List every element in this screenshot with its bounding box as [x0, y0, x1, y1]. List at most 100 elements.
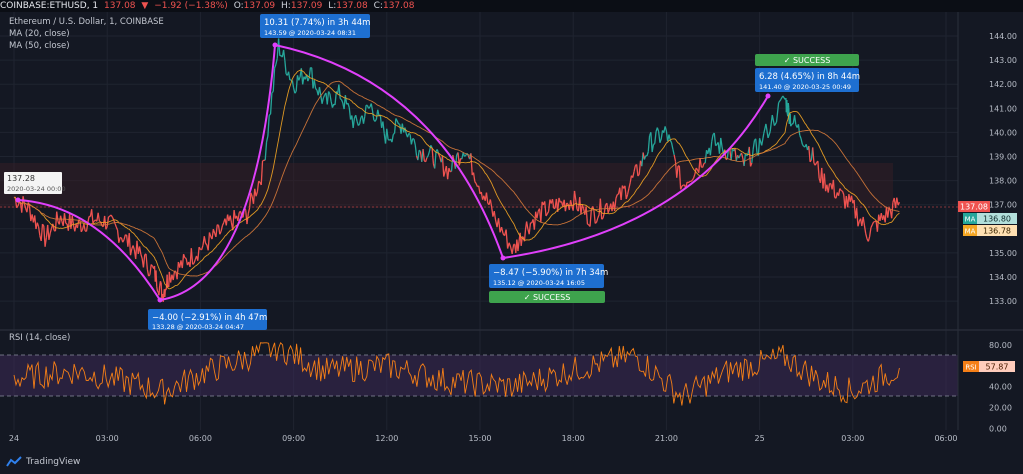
ma1-tag-text: MA	[965, 216, 976, 224]
price-segment	[650, 132, 653, 153]
price-segment	[761, 133, 765, 146]
legend-ma20[interactable]: MA (20, close)	[9, 29, 70, 39]
price-segment	[478, 185, 481, 194]
price-segment	[201, 245, 204, 250]
footer-branding[interactable]: TradingView	[6, 456, 80, 468]
price-segment	[159, 280, 162, 284]
price-segment	[371, 110, 375, 121]
price-segment	[615, 194, 618, 199]
price-segment	[626, 188, 630, 195]
price-segment	[418, 149, 421, 152]
price-segment	[778, 99, 782, 103]
price-segment	[589, 209, 592, 227]
price-segment	[344, 95, 348, 105]
price-segment	[508, 242, 512, 248]
price-segment	[23, 203, 27, 209]
legend-ma50[interactable]: MA (50, close)	[9, 41, 70, 51]
price-segment	[511, 244, 515, 254]
price-segment	[823, 173, 827, 192]
price-segment	[546, 211, 550, 215]
price-segment	[837, 188, 841, 196]
price-tick-4: 137.00	[989, 201, 1017, 210]
price-segment	[678, 165, 682, 190]
price-segment	[275, 58, 278, 65]
price-segment	[158, 285, 161, 296]
price-segment	[624, 185, 627, 200]
price-axis: 133.00134.00135.00136.00137.00138.00139.…	[989, 32, 1017, 306]
price-segment	[581, 204, 585, 209]
price-segment	[427, 150, 431, 156]
price-segment	[358, 117, 362, 125]
symbol-label[interactable]: COINBASE:ETHUSD, 1	[0, 1, 99, 11]
price-segment	[606, 203, 609, 214]
price-segment	[654, 131, 657, 144]
price-segment	[219, 231, 222, 235]
annotation-start-value: 137.28	[7, 174, 35, 183]
price-segment	[93, 219, 96, 222]
price-segment	[307, 77, 310, 82]
price-segment	[150, 264, 154, 267]
price-segment	[221, 222, 225, 226]
time-tick-2: 06:00	[189, 434, 212, 443]
price-segment	[315, 88, 318, 91]
annotation-high[interactable]: 10.31 (7.74%) in 3h 44m 143.59 @ 2020-03…	[260, 14, 370, 38]
annotation-dip-change: −8.47 (−5.90%) in 7h 34m	[493, 268, 608, 278]
price-segment	[414, 144, 418, 156]
time-tick-0: 24	[9, 434, 19, 443]
price-series	[13, 38, 900, 303]
price-segment	[97, 212, 101, 222]
price-segment	[752, 140, 756, 150]
price-segment	[870, 224, 873, 229]
annotation-rally[interactable]: ✓ SUCCESS 6.28 (4.65%) in 8h 44m 141.40 …	[755, 54, 860, 92]
price-segment	[443, 171, 446, 177]
price-segment	[220, 225, 224, 232]
price-segment	[738, 154, 741, 159]
price-segment	[132, 245, 136, 251]
legend-rsi[interactable]: RSI (14, close)	[9, 333, 71, 343]
price-segment	[545, 213, 548, 217]
price-segment	[651, 144, 655, 153]
footer-brand-label: TradingView	[26, 457, 81, 467]
price-segment	[52, 223, 55, 231]
price-segment	[123, 234, 126, 240]
price-segment	[146, 269, 150, 277]
price-segment	[321, 97, 325, 104]
price-segment	[115, 226, 119, 231]
rsi-badge	[979, 361, 1015, 372]
annotation-start[interactable]: 137.28 2020-03-24 00:00	[4, 172, 66, 194]
price-segment	[148, 274, 151, 277]
annotation-dip[interactable]: −8.47 (−5.90%) in 7h 34m 135.12 @ 2020-0…	[489, 264, 608, 303]
legend-title[interactable]: Ethereum / U.S. Dollar, 1, COINBASE	[9, 17, 164, 27]
price-segment	[505, 229, 509, 249]
price-segment	[464, 154, 467, 157]
annotation-dip-success: ✓ SUCCESS	[524, 293, 571, 302]
price-segment	[105, 226, 108, 230]
ma2-tag-text: MA	[965, 228, 976, 236]
price-segment	[544, 201, 547, 217]
price-segment	[832, 179, 836, 198]
price-segment	[656, 127, 660, 132]
price-segment	[106, 216, 110, 227]
price-segment	[702, 163, 705, 168]
price-segment	[269, 92, 273, 115]
price-badge	[958, 201, 990, 212]
price-segment	[637, 173, 640, 177]
price-segment	[426, 155, 429, 159]
rsi-tick-1: 20.00	[989, 404, 1012, 413]
price-segment	[265, 135, 269, 143]
price-tick-0: 133.00	[989, 297, 1017, 306]
annotation-low[interactable]: −4.00 (−2.91%) in 4h 47m 133.28 @ 2020-0…	[148, 309, 267, 331]
price-segment	[395, 118, 398, 122]
price-segment	[517, 241, 520, 252]
price-segment	[300, 68, 304, 85]
price-segment	[607, 209, 611, 214]
price-segment	[595, 217, 599, 223]
price-segment	[268, 113, 271, 116]
price-segment	[470, 153, 473, 176]
price-segment	[142, 254, 146, 268]
price-segment	[557, 197, 560, 212]
price-segment	[322, 94, 326, 99]
